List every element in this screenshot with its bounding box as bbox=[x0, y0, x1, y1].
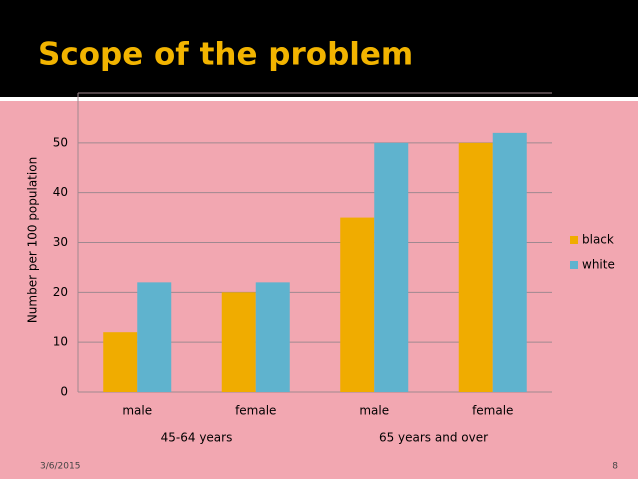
bar bbox=[492, 132, 527, 392]
x-tick-label: male bbox=[122, 404, 152, 418]
legend-label: black bbox=[582, 233, 614, 247]
x-tick-label: female bbox=[472, 404, 513, 418]
footer-date: 3/6/2015 bbox=[40, 462, 80, 472]
y-tick-label: 40 bbox=[53, 185, 68, 199]
slide-title: Scope of the problem bbox=[38, 37, 413, 73]
bar bbox=[137, 282, 172, 392]
bar bbox=[458, 142, 493, 392]
legend-label: white bbox=[582, 258, 615, 272]
bar bbox=[255, 282, 290, 392]
legend-swatch bbox=[570, 261, 578, 269]
legend-swatch bbox=[570, 236, 578, 244]
footer-page: 8 bbox=[612, 462, 618, 472]
y-tick-label: 20 bbox=[53, 285, 68, 299]
x-tick-label: female bbox=[235, 404, 276, 418]
y-tick-label: 0 bbox=[60, 385, 68, 399]
y-tick-label: 50 bbox=[53, 135, 68, 149]
bar bbox=[221, 292, 256, 392]
y-tick-label: 10 bbox=[53, 335, 68, 349]
header-band bbox=[0, 0, 638, 97]
bar bbox=[103, 332, 138, 392]
y-tick-label: 30 bbox=[53, 235, 68, 249]
y-axis-label: Number per 100 population bbox=[26, 157, 40, 323]
bar bbox=[340, 217, 375, 392]
group-label: 65 years and over bbox=[379, 431, 488, 445]
header-rule bbox=[0, 97, 638, 101]
bar bbox=[374, 142, 409, 392]
x-tick-label: male bbox=[359, 404, 389, 418]
group-label: 45-64 years bbox=[161, 431, 233, 445]
